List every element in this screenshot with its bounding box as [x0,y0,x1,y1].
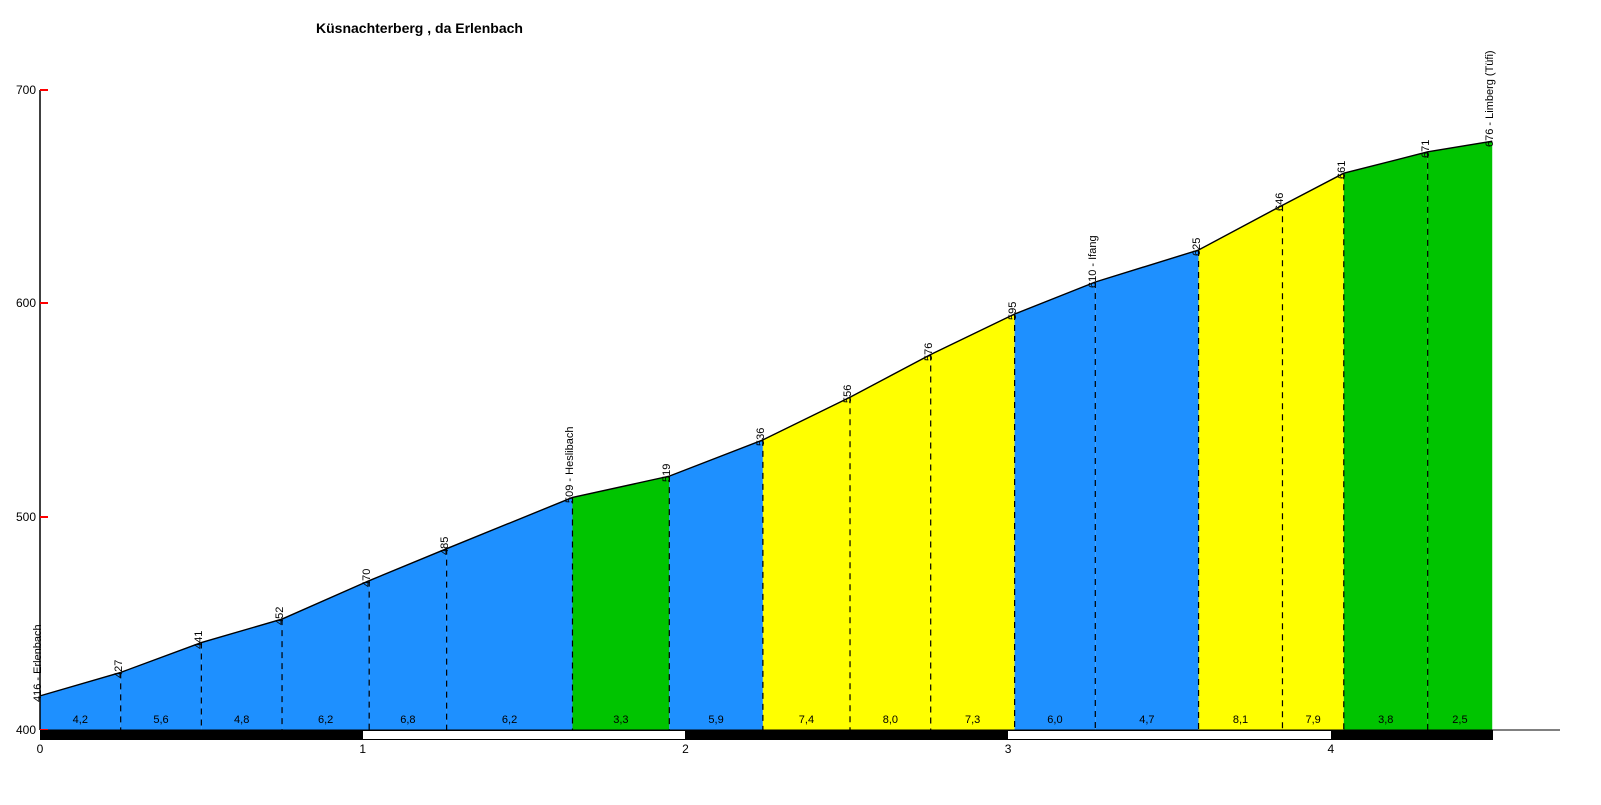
km-bar-segment [1331,730,1493,740]
gradient-label: 2,5 [1452,714,1467,726]
altitude-label: 485 [439,536,451,554]
altitude-label: 416 - Erlenbach [32,624,44,702]
altitude-label: 646 [1274,193,1286,211]
x-tick-label: 2 [682,742,689,756]
altitude-label: 509 - Heslibach [564,427,576,503]
gradient-label: 6,2 [502,714,517,726]
y-tick-label: 400 [8,723,36,737]
altitude-label: 470 [361,568,373,586]
gradient-segment [931,314,1015,730]
plot-area [0,0,1601,805]
x-tick-label: 3 [1005,742,1012,756]
altitude-label: 556 [842,385,854,403]
y-tick-mark [40,516,48,518]
km-bar-segment [1008,730,1332,740]
gradient-label: 6,2 [318,714,333,726]
gradient-segment [1428,141,1493,730]
gradient-segment [572,476,669,730]
km-bar-segment [363,730,687,740]
gradient-label: 3,8 [1378,714,1393,726]
altitude-label: 576 [923,342,935,360]
km-bar-segment [685,730,1009,740]
gradient-segment [1015,282,1096,730]
gradient-label: 5,9 [708,714,723,726]
gradient-label: 8,1 [1233,714,1248,726]
gradient-label: 4,7 [1139,714,1154,726]
altitude-label: 452 [274,607,286,625]
gradient-segment [763,397,850,730]
gradient-segment [1199,205,1283,730]
gradient-segment [1282,173,1343,730]
altitude-label: 595 [1007,302,1019,320]
y-tick-label: 700 [8,83,36,97]
altitude-label: 676 - Limberg (Tüfi) [1484,51,1496,148]
y-tick-mark [40,302,48,304]
gradient-label: 5,6 [153,714,168,726]
x-tick-label: 0 [37,742,44,756]
gradient-segment [1344,152,1428,730]
altitude-label: 661 [1336,161,1348,179]
gradient-segment [669,440,763,730]
altitude-label: 610 - Ifang [1087,235,1099,288]
gradient-label: 7,4 [799,714,814,726]
x-tick-label: 1 [359,742,366,756]
gradient-label: 4,2 [73,714,88,726]
gradient-label: 7,3 [965,714,980,726]
gradient-label: 7,9 [1305,714,1320,726]
gradient-label: 4,8 [234,714,249,726]
gradient-label: 6,8 [400,714,415,726]
altitude-label: 536 [755,428,767,446]
altitude-label: 441 [193,630,205,648]
gradient-label: 3,3 [613,714,628,726]
gradient-segment [850,355,931,730]
gradient-segment [447,497,573,730]
elevation-profile-chart: Küsnachterberg , da Erlenbach 4005006007… [0,0,1601,805]
gradient-label: 6,0 [1047,714,1062,726]
y-tick-label: 500 [8,510,36,524]
altitude-label: 427 [113,660,125,678]
gradient-segment [282,581,369,730]
x-tick-label: 4 [1328,742,1335,756]
gradient-segment [1095,250,1198,730]
y-tick-label: 600 [8,296,36,310]
altitude-label: 625 [1191,238,1203,256]
gradient-label: 8,0 [883,714,898,726]
km-bar-segment [40,730,365,740]
altitude-label: 671 [1420,140,1432,158]
y-tick-mark [40,89,48,91]
altitude-label: 519 [661,464,673,482]
